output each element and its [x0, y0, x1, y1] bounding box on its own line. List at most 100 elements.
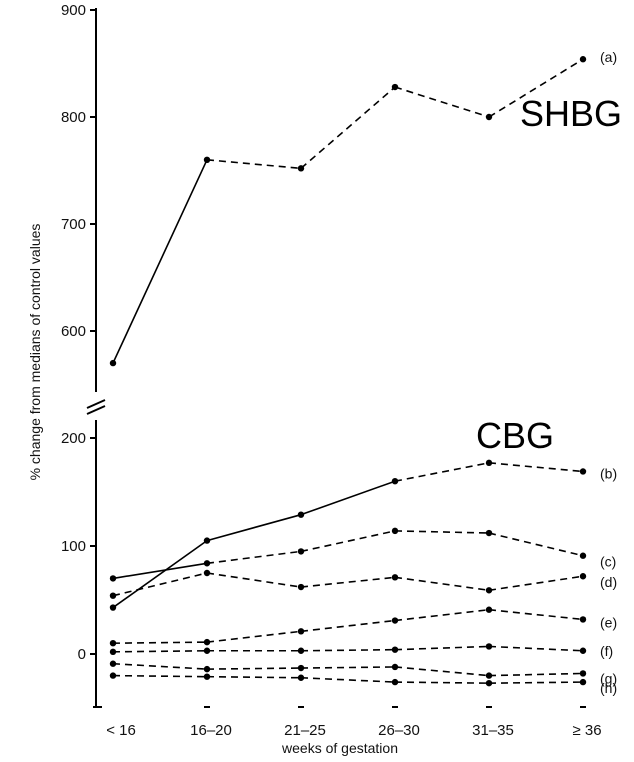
series-line-segment — [394, 462, 490, 482]
series-label: (d) — [600, 574, 617, 590]
series-line-segment — [394, 530, 490, 534]
data-point — [579, 573, 587, 580]
series-line-segment — [206, 513, 302, 542]
series-line-segment — [300, 676, 396, 683]
labels-layer: SHBG CBG (a) (b) (c) (d) (e) (f) (g)(h) — [476, 49, 622, 696]
series-line-segment — [394, 608, 490, 622]
x-tick-label: < 16 — [106, 722, 136, 739]
series-line-segment — [300, 530, 396, 553]
series-line-segment — [112, 674, 208, 678]
series-c — [109, 527, 587, 582]
series-line-segment — [488, 575, 584, 592]
data-point — [391, 678, 399, 686]
series-line-segment — [112, 572, 208, 597]
series-h — [109, 672, 587, 687]
data-point — [485, 672, 493, 679]
data-point — [579, 616, 587, 623]
x-tick-label: 16–20 — [190, 722, 232, 739]
series-line-segment — [112, 649, 208, 653]
series-line-segment — [488, 462, 584, 473]
series-label: (g) — [600, 670, 617, 686]
data-point — [485, 643, 493, 650]
data-point — [109, 672, 117, 679]
data-point — [203, 673, 211, 680]
axis-break-mark — [86, 399, 106, 409]
data-point — [203, 560, 211, 567]
panel-label-shbg: SHBG — [520, 93, 622, 134]
series-line-segment — [488, 608, 584, 621]
data-point — [297, 548, 305, 555]
data-point — [297, 583, 305, 591]
data-point — [203, 537, 211, 544]
series-b — [109, 459, 587, 611]
series-line-segment — [300, 480, 396, 516]
y-tick-label: 0 — [78, 646, 86, 663]
series-line-segment — [394, 576, 490, 592]
data-point — [297, 664, 305, 672]
series-e — [109, 606, 587, 647]
series-line-segment — [488, 532, 584, 557]
series-line-segment — [394, 666, 490, 677]
data-point — [109, 640, 117, 647]
data-point — [203, 156, 211, 163]
data-point — [297, 511, 305, 518]
series-line-segment — [112, 641, 208, 644]
x-tick-label: 31–35 — [472, 722, 514, 739]
y-tick-label: 700 — [61, 216, 86, 233]
series-line-segment — [206, 667, 302, 670]
data-point — [297, 674, 305, 681]
panel-label-cbg: CBG — [476, 415, 554, 456]
series-line-segment — [206, 550, 302, 565]
data-point — [109, 575, 117, 582]
series-label: (a) — [600, 49, 617, 65]
series-f — [109, 643, 587, 656]
series-line-segment — [206, 630, 302, 643]
series-line-segment — [112, 562, 208, 580]
series-line-segment — [394, 645, 490, 651]
data-point — [109, 660, 117, 667]
data-point — [579, 647, 587, 654]
data-point — [109, 648, 117, 656]
axis-break-mark — [86, 405, 106, 415]
series-line-segment — [300, 619, 396, 633]
series-line-segment — [488, 672, 584, 677]
data-point — [579, 468, 587, 475]
series-line-segment — [206, 159, 302, 170]
data-point — [391, 478, 399, 485]
series-line-segment — [488, 681, 584, 684]
data-point — [109, 592, 117, 599]
y-tick-label: 900 — [61, 2, 86, 19]
data-point — [391, 617, 399, 624]
series-line-segment — [112, 159, 208, 364]
y-tick-label: 200 — [61, 430, 86, 447]
series-line-segment — [488, 645, 584, 652]
x-tick-label: ≥ 36 — [572, 722, 601, 739]
data-point — [485, 679, 493, 687]
data-point — [485, 113, 493, 121]
data-point — [203, 638, 211, 646]
data-point — [485, 529, 493, 537]
data-point — [297, 628, 305, 635]
series-label: (b) — [600, 465, 617, 481]
series-line-segment — [488, 58, 584, 118]
series-line-segment — [394, 86, 490, 118]
axes: 600 700 800 900 0 100 200 < 16 16–20 21–25 26–30 31… — [27, 2, 602, 756]
series-layer — [109, 56, 587, 687]
data-point — [391, 574, 399, 581]
series-line-segment — [112, 662, 208, 670]
data-point — [485, 606, 493, 613]
y-tick-label: 100 — [61, 538, 86, 555]
series-line-segment — [206, 675, 302, 679]
series-a — [109, 56, 587, 367]
x-axis-title: weeks of gestation — [281, 740, 398, 756]
data-point — [391, 663, 399, 671]
series-line-segment — [112, 539, 208, 609]
data-point — [579, 56, 587, 63]
y-tick-label: 800 — [61, 109, 86, 126]
data-point — [297, 647, 305, 654]
data-point — [203, 569, 211, 577]
series-g — [109, 660, 587, 679]
y-tick-label: 600 — [61, 323, 86, 340]
data-point — [579, 670, 587, 677]
